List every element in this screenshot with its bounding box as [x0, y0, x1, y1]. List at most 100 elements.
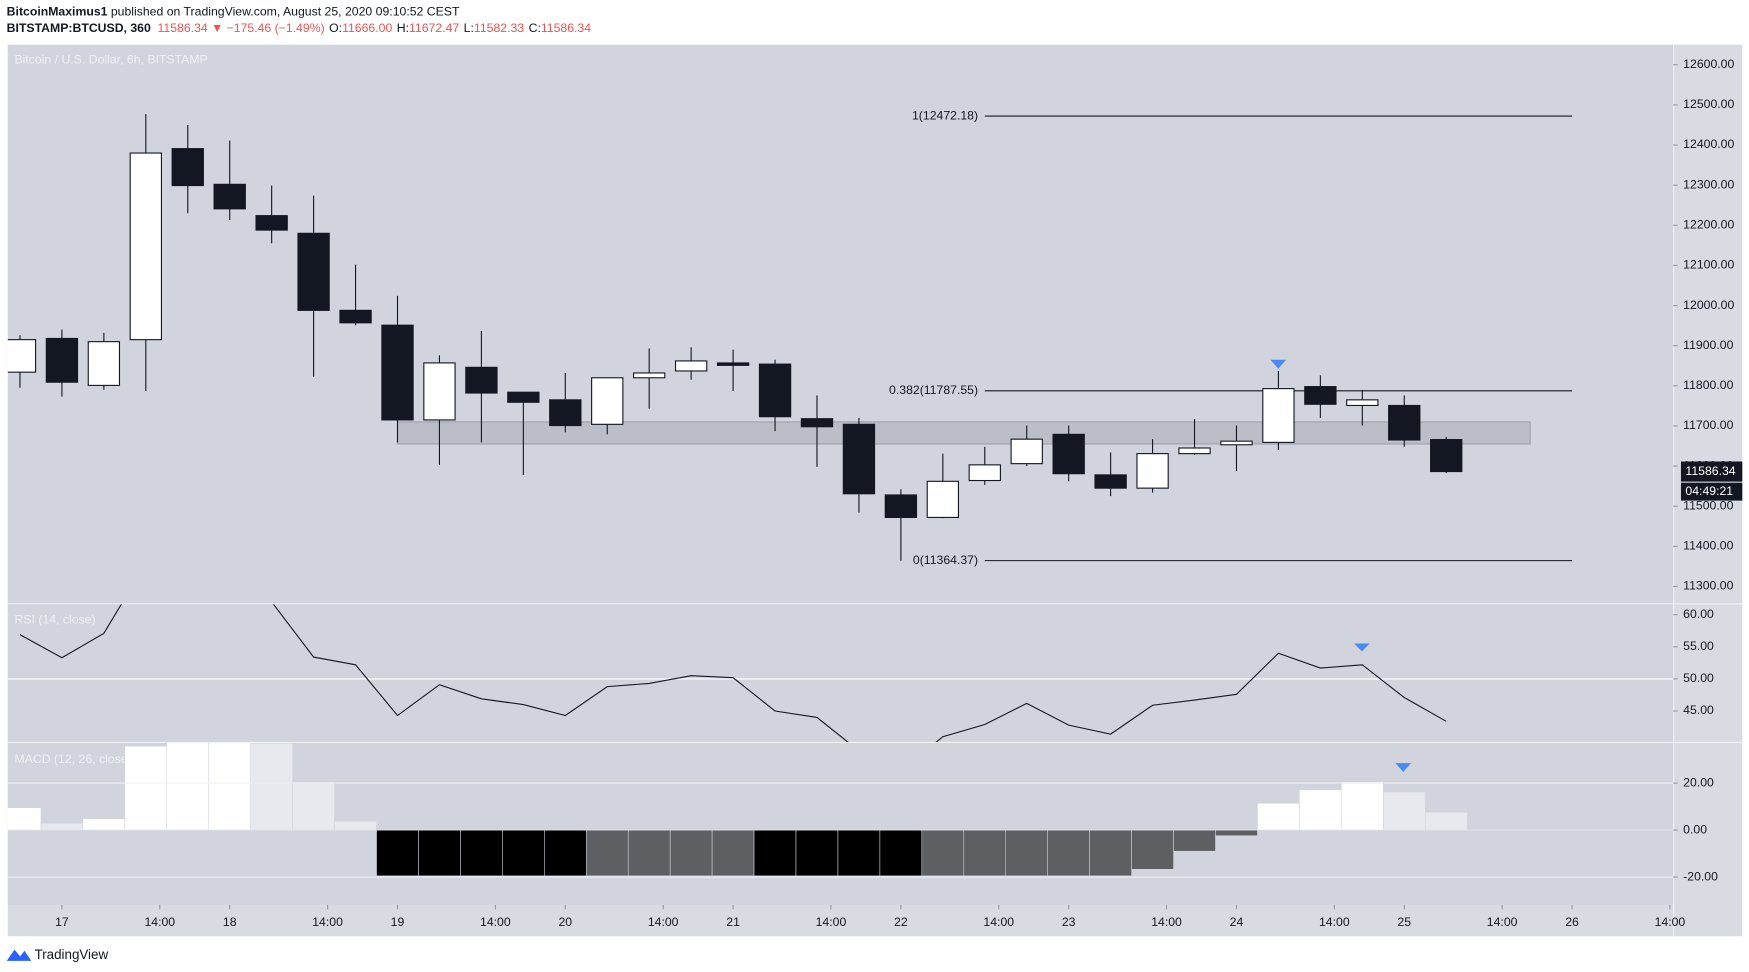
x-tick-label: 18 — [223, 915, 237, 929]
candle-body — [381, 324, 414, 421]
histogram-bar — [1173, 829, 1216, 852]
x-tick-label: 14:00 — [1151, 915, 1182, 929]
candle-body — [884, 494, 918, 518]
macd-title: MACD (12, 26, close) — [15, 752, 132, 766]
x-tick-label: 14:00 — [1319, 915, 1350, 929]
x-tick-label: 14:00 — [816, 915, 847, 929]
header-line-1: BitcoinMaximus1 published on TradingView.… — [7, 5, 460, 19]
candle-body — [7, 339, 37, 373]
histogram-bar — [963, 829, 1007, 877]
histogram-bar — [460, 829, 503, 877]
candle-body — [800, 418, 834, 428]
x-tick-label: 14:00 — [983, 915, 1014, 929]
ohlc-label: L: — [464, 21, 474, 35]
histogram-bar — [1047, 829, 1090, 877]
candle-body — [465, 366, 498, 394]
candle-body — [633, 372, 666, 379]
histogram-bar — [669, 829, 713, 877]
last-price: 11586.34 — [1685, 464, 1735, 478]
candle-body — [171, 148, 204, 187]
candle-body — [1262, 388, 1295, 443]
y-tick-label: 20.00 — [1683, 775, 1714, 789]
x-tick-label: 20 — [558, 915, 572, 929]
histogram-bar — [921, 829, 965, 877]
histogram-bar — [124, 745, 168, 831]
histogram-bar — [40, 822, 84, 831]
y-tick-label: 12500.00 — [1683, 97, 1734, 111]
histogram-bar — [879, 829, 923, 877]
histogram-bar — [544, 829, 587, 877]
candle-body — [1094, 474, 1127, 489]
y-tick-label: 11700.00 — [1683, 418, 1733, 432]
x-tick-label: 14:00 — [480, 915, 511, 929]
candle-body — [758, 363, 792, 418]
candle-body — [45, 337, 79, 383]
last-price-bg — [1680, 461, 1743, 482]
candle-body — [1178, 447, 1211, 455]
signal-arrow — [1395, 763, 1412, 773]
histogram-bar — [7, 807, 42, 831]
ohlc-value: 11586.34 — [541, 21, 591, 35]
signal-arrow — [1354, 643, 1370, 652]
candle-body — [213, 183, 246, 210]
candle-body — [255, 215, 288, 231]
y-tick-label: 12200.00 — [1683, 218, 1734, 232]
histogram-bar — [585, 829, 629, 877]
ohlc-label: O: — [329, 21, 342, 35]
x-tick-label: 21 — [726, 915, 740, 929]
candle-body — [1220, 440, 1253, 446]
histogram-bar — [208, 742, 251, 831]
pane — [7, 742, 1468, 877]
histogram-bar — [166, 742, 210, 831]
y-tick-label: 0.00 — [1683, 822, 1707, 836]
time-axis-bg — [7, 904, 1674, 937]
x-tick-label: 17 — [55, 915, 69, 929]
ohlc-label: C: — [529, 21, 541, 35]
ohlc-value: 11672.47 — [409, 21, 459, 35]
y-tick-label: 12400.00 — [1683, 137, 1734, 151]
fib-label: 1(12472.18) — [912, 108, 978, 122]
y-tick-label: 11500.00 — [1683, 498, 1733, 512]
candle-body — [297, 232, 330, 311]
x-tick-label: 19 — [391, 915, 405, 929]
y-tick-label: 12300.00 — [1683, 177, 1734, 191]
candle-body — [1388, 404, 1421, 441]
histogram-bar — [376, 829, 419, 877]
x-tick-label: 26 — [1565, 915, 1579, 929]
pane: 1(12472.18) 0.382(11787.55) 0(11364.37) — [7, 108, 1573, 567]
candle-body — [1010, 438, 1043, 465]
countdown-bg — [1680, 482, 1743, 501]
candle-body — [674, 360, 708, 372]
candle-body — [591, 377, 624, 425]
candle-body — [716, 362, 750, 366]
histogram-bar — [711, 829, 755, 877]
ohlc-label: H: — [397, 21, 409, 35]
histogram-bar — [1131, 829, 1174, 870]
ohlc-value: 11582.33 — [474, 21, 524, 35]
histogram-bar — [418, 829, 461, 877]
candle-body — [1304, 386, 1337, 405]
symbol: BITSTAMP:BTCUSD, 360 — [7, 21, 151, 35]
logo — [6, 949, 32, 961]
x-tick-label: 14:00 — [144, 915, 175, 929]
published: published on TradingView.com, August 25,… — [111, 5, 460, 19]
fib-label: 0.382(11787.55) — [889, 383, 978, 397]
pane — [7, 604, 1674, 742]
x-tick-label: 14:00 — [1487, 915, 1518, 929]
candle-body — [423, 362, 456, 421]
change: −175.46 (−1.49%) — [227, 21, 325, 35]
histogram-bar — [250, 742, 293, 831]
histogram-bar — [334, 820, 377, 831]
candle-body — [87, 341, 121, 386]
histogram-bar — [627, 829, 671, 877]
y-tick-label: 55.00 — [1683, 639, 1714, 653]
histogram-bar — [753, 829, 797, 877]
ohlc-value: 11666.00 — [342, 21, 392, 35]
y-tick-label: 12100.00 — [1683, 258, 1734, 272]
chart-title: Bitcoin / U.S. Dollar, 6h, BITSTAMP — [15, 53, 208, 67]
histogram-bar — [1215, 829, 1258, 836]
y-tick-label: 11800.00 — [1683, 378, 1733, 392]
y-tick-label: 60.00 — [1683, 607, 1714, 621]
candle-body — [842, 423, 876, 495]
